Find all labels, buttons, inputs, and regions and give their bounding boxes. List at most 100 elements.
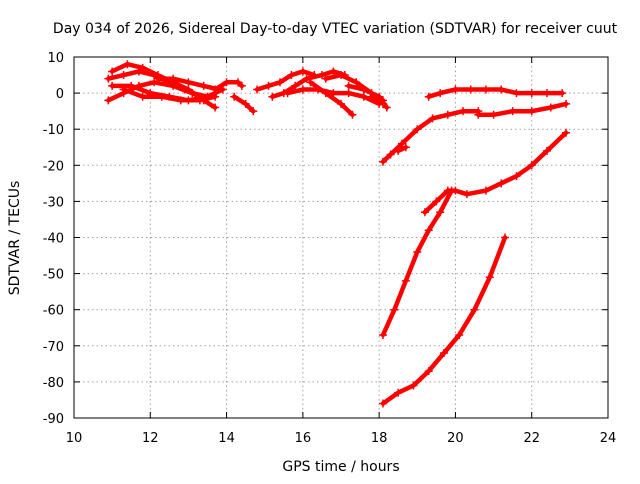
data-point <box>134 67 143 76</box>
data-point <box>329 67 338 76</box>
data-point <box>409 381 418 390</box>
data-point <box>508 107 517 116</box>
data-point <box>470 305 479 314</box>
y-tick-label: 10 <box>47 51 64 66</box>
data-point <box>237 81 246 90</box>
data-point <box>512 89 521 98</box>
data-point <box>249 107 258 116</box>
data-point <box>462 190 471 199</box>
data-point <box>527 89 536 98</box>
y-tick-label: -10 <box>43 123 64 138</box>
data-point <box>150 71 159 80</box>
x-tick-label: 12 <box>142 431 159 446</box>
data-point <box>298 85 307 94</box>
data-point <box>344 81 353 90</box>
x-axis-label: GPS time / hours <box>282 459 399 475</box>
data-point <box>436 208 445 217</box>
data-point <box>123 60 132 69</box>
data-point <box>424 367 433 376</box>
data-point <box>283 89 292 98</box>
data-point <box>546 103 555 112</box>
data-point <box>394 146 403 155</box>
data-point <box>386 150 395 159</box>
data-point <box>321 74 330 83</box>
data-point <box>287 71 296 80</box>
y-tick-label: -80 <box>43 376 64 391</box>
y-tick-label: -40 <box>43 232 64 247</box>
y-tick-label: -70 <box>43 340 64 355</box>
data-point <box>562 99 571 108</box>
data-point <box>420 208 429 217</box>
y-tick-label: -20 <box>43 159 64 174</box>
x-tick-label: 14 <box>218 431 235 446</box>
data-point <box>466 85 475 94</box>
data-point <box>439 349 448 358</box>
data-point <box>104 96 113 105</box>
data-point <box>291 81 300 90</box>
data-point <box>195 96 204 105</box>
data-point <box>108 81 117 90</box>
data-point <box>398 139 407 148</box>
series-trace-prn-g <box>212 80 245 92</box>
data-point <box>306 78 315 87</box>
series-trace-prn-v <box>380 235 508 406</box>
data-point <box>211 85 220 94</box>
data-point <box>302 74 311 83</box>
x-tick-label: 16 <box>295 431 312 446</box>
data-point <box>527 161 536 170</box>
data-point <box>413 125 422 134</box>
data-point <box>527 107 536 116</box>
data-point <box>481 186 490 195</box>
data-point <box>169 74 178 83</box>
data-point <box>119 71 128 80</box>
data-point <box>230 92 239 101</box>
data-point <box>268 92 277 101</box>
data-point <box>401 276 410 285</box>
data-point <box>211 92 220 101</box>
y-tick-label: -30 <box>43 195 64 210</box>
data-point <box>447 186 456 195</box>
data-point <box>443 110 452 119</box>
data-point <box>542 89 551 98</box>
x-tick-label: 22 <box>523 431 540 446</box>
data-point <box>459 107 468 116</box>
x-tick-label: 20 <box>447 431 464 446</box>
data-point <box>337 71 345 80</box>
data-point <box>367 92 376 101</box>
ticks: 10 12 14 16 18 20 22 24 10 0 -10 -20 -30 -40 -50 -60 -70… <box>43 51 617 446</box>
data-point <box>485 273 494 282</box>
data-point <box>298 67 307 76</box>
data-point <box>138 92 147 101</box>
data-point <box>378 96 387 105</box>
data-point <box>359 92 368 101</box>
data-point <box>474 110 483 119</box>
data-point <box>413 247 422 256</box>
data-point <box>264 81 273 90</box>
data-point <box>436 89 445 98</box>
data-point <box>382 103 391 112</box>
data-point <box>501 233 510 242</box>
y-axis-label: SDTVAR / TECUs <box>7 181 23 296</box>
y-tick-label: -60 <box>43 304 64 319</box>
data-point <box>428 114 437 123</box>
data-point <box>108 67 117 76</box>
data-point <box>169 81 178 90</box>
data-point <box>176 96 185 105</box>
data-point <box>562 128 571 137</box>
data-point <box>241 99 250 108</box>
data-point <box>489 110 498 119</box>
data-point <box>378 399 387 408</box>
data-point <box>157 92 166 101</box>
data-point <box>127 81 136 90</box>
x-tick-label: 24 <box>600 431 617 446</box>
data-point <box>424 226 433 235</box>
data-point <box>401 143 410 152</box>
data-point <box>317 71 326 80</box>
chart-title: Day 034 of 2026, Sidereal Day-to-day VTE… <box>53 21 618 37</box>
data-point <box>119 85 128 94</box>
data-point <box>378 157 387 166</box>
series-trace-prn-l <box>308 80 355 118</box>
y-tick-label: -50 <box>43 268 64 283</box>
data-point <box>481 85 490 94</box>
